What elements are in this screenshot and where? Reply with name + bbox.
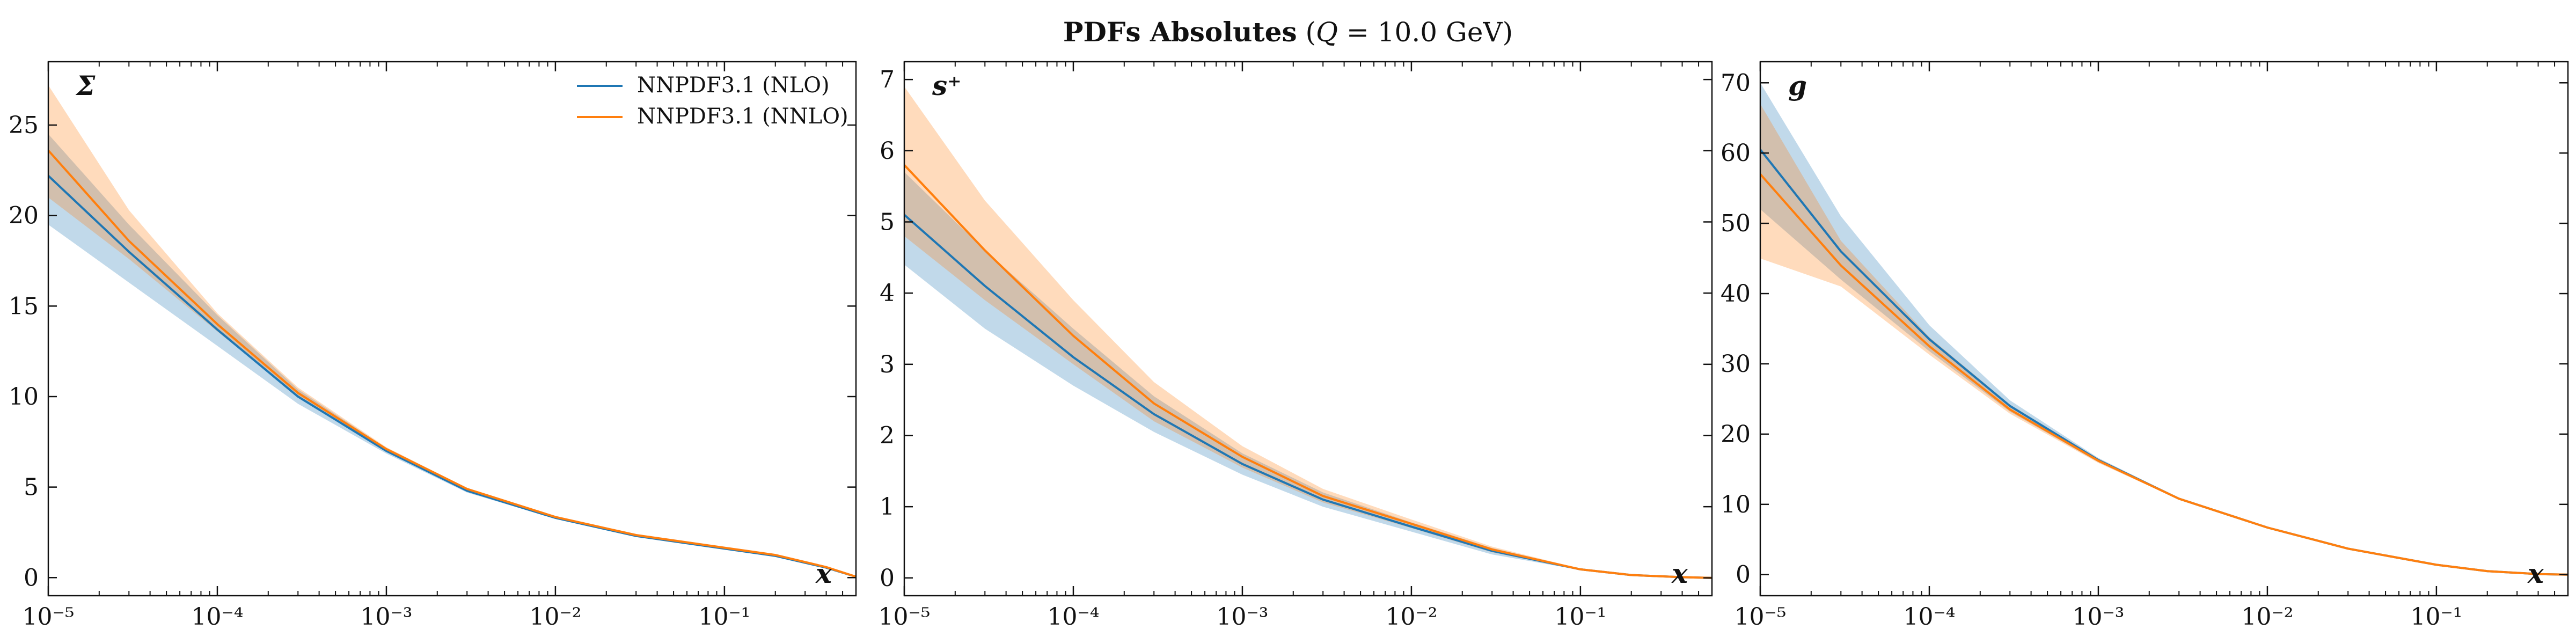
series-line-nnlo [904, 164, 1712, 579]
y-tick-label: 0 [24, 564, 39, 591]
chart-panel-2: 0 1 2 3 4 5 6 7 10⁻⁵ 10⁻⁴ 10⁻³ 10⁻² 10⁻¹ s⁺ x [879, 61, 1713, 631]
chart-panel-3: 0 10 20 30 40 50 60 70 10⁻⁵ 10⁻⁴ 10⁻³ 10⁻² 10⁻¹ g x [1721, 61, 2569, 631]
y-tick-label: 7 [880, 66, 895, 93]
y-tick-label: 6 [880, 137, 895, 165]
y-tick-label: 2 [880, 422, 895, 450]
y-tick-label: 15 [9, 292, 39, 320]
y-tick-label: 70 [1721, 69, 1751, 97]
y-tick-label: 10 [1721, 491, 1751, 518]
legend-label-nnlo: NNPDF3.1 (NNLO) [637, 104, 848, 129]
y-tick-label: 20 [1721, 421, 1751, 448]
x-tick-label: 10⁻⁵ [879, 603, 931, 631]
x-tick-label: 10⁻⁵ [1735, 603, 1787, 631]
x-tick-label: 10⁻³ [361, 603, 413, 631]
axes-frame [903, 61, 1713, 597]
x-axis-label: x [2527, 558, 2544, 589]
y-tick-label: 25 [9, 112, 39, 139]
axes-frame [1759, 61, 2569, 597]
uncertainty-band-nnlo [48, 85, 856, 577]
x-tick-label: 10⁻³ [2073, 603, 2125, 631]
chart-panel-1: 0 5 10 15 20 25 10⁻⁵ 10⁻⁴ 10⁻³ 10⁻² 10⁻¹ Σx NNPDF3.1… [9, 61, 857, 631]
title-paren: ( [1305, 17, 1316, 48]
axes-frame [47, 61, 857, 597]
plot-area [904, 86, 1712, 579]
y-tick-label: 5 [24, 474, 39, 501]
series-line-nnlo [1760, 173, 2568, 576]
x-tick-label: 10⁻² [2241, 603, 2293, 631]
x-tick-label: 10⁻¹ [2410, 603, 2462, 631]
y-tick-label: 1 [880, 493, 895, 521]
legend-label-nlo: NNPDF3.1 (NLO) [637, 73, 830, 98]
title-q: Q [1316, 17, 1338, 48]
series-line-nnlo [48, 149, 856, 578]
y-tick-label: 10 [9, 383, 39, 411]
x-tick-label: 10⁻⁵ [23, 603, 75, 631]
y-tick-label: 50 [1721, 210, 1751, 237]
uncertainty-band-nnlo [1760, 104, 2568, 575]
panel-label: s⁺ [932, 70, 962, 101]
y-tick-label: 5 [880, 209, 895, 236]
title-rest: = 10.0 GeV) [1346, 17, 1513, 48]
y-tick-label: 3 [880, 351, 895, 378]
panel-label: g [1788, 70, 1807, 101]
y-tick-label: 0 [1736, 561, 1751, 589]
plot-area [48, 85, 856, 578]
y-tick-label: 20 [9, 202, 39, 230]
x-tick-label: 10⁻⁴ [192, 603, 244, 631]
y-tick-label: 60 [1721, 140, 1751, 167]
figure-title: PDFs Absolutes (Q = 10.0 GeV) [0, 16, 2576, 48]
x-axis-label: x [1671, 558, 1688, 589]
y-tick-label: 40 [1721, 280, 1751, 308]
x-tick-label: 10⁻² [529, 603, 581, 631]
uncertainty-band-nlo [1760, 83, 2568, 575]
x-tick-label: 10⁻¹ [1554, 603, 1606, 631]
x-tick-label: 10⁻² [1385, 603, 1437, 631]
x-tick-label: 10⁻³ [1217, 603, 1269, 631]
y-tick-label: 30 [1721, 350, 1751, 378]
y-tick-label: 4 [880, 280, 895, 307]
uncertainty-band-nlo [48, 134, 856, 577]
panel-label: Σ [75, 70, 96, 101]
title-main: PDFs Absolutes [1063, 16, 1297, 48]
x-tick-label: 10⁻⁴ [1904, 603, 1956, 631]
plot-area [1760, 83, 2568, 576]
uncertainty-band-nlo [904, 172, 1712, 578]
series-line-nlo [1760, 149, 2568, 576]
y-tick-label: 0 [880, 565, 895, 592]
uncertainty-band-nnlo [904, 86, 1712, 578]
series-line-nlo [48, 175, 856, 578]
x-tick-label: 10⁻¹ [698, 603, 750, 631]
x-axis-label: x [815, 558, 832, 589]
x-tick-label: 10⁻⁴ [1048, 603, 1100, 631]
